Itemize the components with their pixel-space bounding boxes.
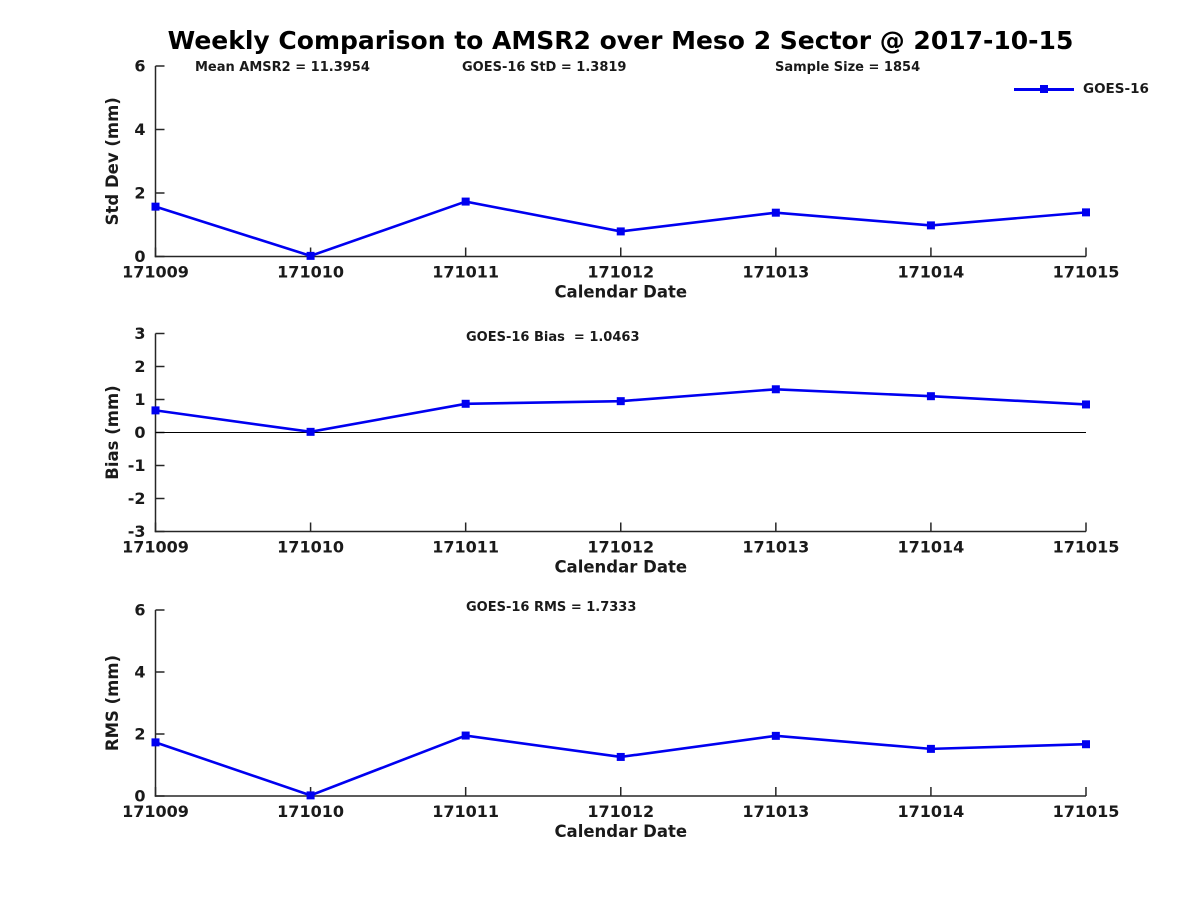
x-tick-label: 171009 [122, 538, 189, 557]
legend-label: GOES-16 [1083, 81, 1149, 97]
data-point-marker [926, 744, 935, 753]
figure-title: Weekly Comparison to AMSR2 over Meso 2 S… [167, 26, 1074, 55]
data-point-marker [151, 202, 160, 211]
y-axis-title: Bias (mm) [103, 385, 122, 479]
data-point-marker [926, 392, 935, 401]
data-point-marker [771, 731, 780, 740]
x-tick-label: 171011 [432, 538, 499, 557]
x-tick-label: 171015 [1053, 538, 1120, 557]
annotation-mean-amsr2: Mean AMSR2 = 11.3954 [195, 60, 370, 75]
x-tick-label: 171013 [742, 538, 809, 557]
data-point-marker [306, 427, 315, 436]
y-axis-title: RMS (mm) [103, 655, 122, 751]
series-line-goes-16 [155, 734, 1087, 797]
annotation-goes16-rms: GOES-16 RMS = 1.7333 [466, 600, 637, 615]
legend-square-marker-icon [1040, 85, 1048, 93]
x-tick-label: 171009 [122, 263, 189, 282]
data-point-marker [461, 197, 470, 206]
data-point-marker [151, 738, 160, 747]
data-point-marker [1082, 400, 1090, 409]
annotation-goes16-std: GOES-16 StD = 1.3819 [462, 60, 627, 75]
y-tick-label: 6 [134, 57, 145, 76]
x-tick-label: 171012 [587, 802, 654, 821]
data-point-marker [151, 406, 160, 415]
x-tick-label: 171014 [898, 802, 965, 821]
chart-bias: -3 -2 -1 0 1 2 3 171009 171010 171011 171012 171013… [103, 324, 1119, 577]
x-tick-label: 171012 [587, 538, 654, 557]
y-tick-label: 0 [134, 423, 145, 442]
annotation-sample-size: Sample Size = 1854 [775, 60, 921, 75]
series-line-goes-16 [155, 387, 1087, 434]
data-point-marker [1082, 740, 1090, 749]
x-tick-label: 171014 [898, 538, 965, 557]
data-point-marker [306, 251, 315, 260]
x-tick-label: 171010 [277, 802, 344, 821]
y-tick-label: -3 [128, 522, 146, 541]
data-point-marker [771, 385, 780, 394]
data-point-marker [306, 791, 315, 800]
data-point-marker [461, 399, 470, 408]
x-axis-title: Calendar Date [554, 822, 687, 841]
x-tick-label: 171012 [587, 263, 654, 282]
annotation-goes16-bias: GOES-16 Bias = 1.0463 [466, 330, 640, 345]
x-tick-label: 171010 [277, 263, 344, 282]
x-tick-label: 171010 [277, 538, 344, 557]
x-tick-label: 171013 [742, 263, 809, 282]
data-point-marker [616, 227, 625, 236]
data-point-marker [461, 731, 470, 740]
data-point-marker [771, 208, 780, 217]
x-axis-title: Calendar Date [554, 558, 687, 577]
y-tick-label: 6 [134, 601, 145, 620]
y-tick-label: 4 [134, 120, 145, 139]
data-point-marker [616, 397, 625, 406]
x-tick-label: 171015 [1053, 802, 1120, 821]
y-tick-label: 0 [134, 787, 145, 806]
x-tick-label: 171014 [898, 263, 965, 282]
chart-rms: 0 2 4 6 171009 171010 171011 171012 171013 171014… [103, 601, 1119, 842]
y-tick-label: 2 [134, 725, 145, 744]
legend: GOES-16 [1014, 81, 1149, 97]
y-tick-label: 3 [134, 324, 145, 343]
y-tick-label: 2 [134, 357, 145, 376]
x-tick-label: 171009 [122, 802, 189, 821]
x-tick-label: 171015 [1053, 263, 1120, 282]
y-axis-title: Std Dev (mm) [103, 97, 122, 225]
y-tick-label: 2 [134, 184, 145, 203]
chart-std-dev: 0 2 4 6 171009 171010 171011 171012 171013 171014… [103, 57, 1119, 302]
y-tick-label: 4 [134, 663, 145, 682]
legend-line-sample [1014, 85, 1074, 93]
y-tick-label: -2 [128, 489, 146, 508]
data-point-marker [926, 221, 935, 230]
y-tick-label: 1 [134, 390, 145, 409]
x-tick-label: 171013 [742, 802, 809, 821]
x-tick-label: 171011 [432, 263, 499, 282]
x-tick-label: 171011 [432, 802, 499, 821]
data-point-marker [1082, 208, 1090, 217]
y-tick-label: 0 [134, 247, 145, 266]
data-point-marker [616, 752, 625, 761]
y-tick-label: -1 [128, 456, 146, 475]
x-axis-title: Calendar Date [554, 283, 687, 302]
